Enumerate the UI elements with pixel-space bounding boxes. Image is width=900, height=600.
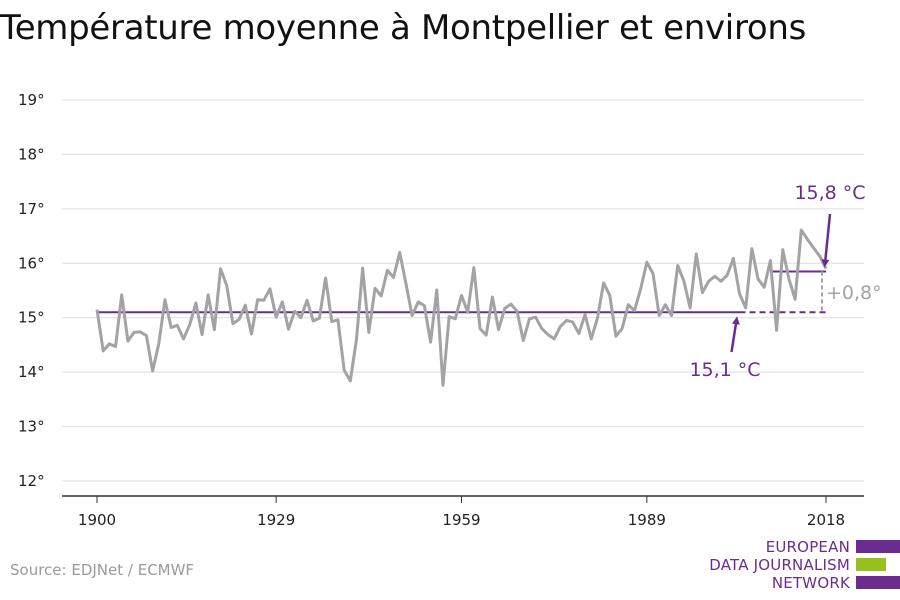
logo-bars	[856, 538, 900, 592]
logo-bar-green	[856, 558, 886, 571]
edjnet-logo[interactable]: EUROPEAN DATA JOURNALISM NETWORK	[709, 538, 900, 592]
past-average-arrow	[730, 316, 740, 353]
source-note: Source: EDJNet / ECMWF	[10, 561, 195, 579]
y-tick-label: 12°	[18, 472, 45, 490]
y-tick-label: 14°	[18, 363, 45, 381]
x-axis: 1900 1929 1959 1989 2018	[62, 495, 864, 529]
y-tick-label: 16°	[18, 254, 45, 272]
annotations: 15,8 °C 15,1 °C +0,8°	[689, 182, 881, 381]
y-tick-label: 15°	[18, 309, 45, 327]
series-line	[95, 228, 828, 387]
recent-average-arrow	[821, 213, 832, 268]
x-tick-label: 2018	[807, 511, 845, 529]
y-tick-label: 13°	[18, 418, 45, 436]
recent-average-label: 15,8 °C	[794, 182, 865, 204]
logo-bar-purple-bottom	[856, 576, 900, 589]
x-tick-label: 1900	[78, 511, 116, 529]
x-tick-label: 1929	[257, 511, 295, 529]
grid-lines	[62, 99, 864, 482]
chart-title: Température moyenne à Montpellier et env…	[0, 8, 807, 48]
x-tick-label: 1989	[628, 511, 666, 529]
logo-line-2: DATA JOURNALISM	[709, 556, 850, 574]
y-axis-tick-labels: 12° 13° 14° 15° 16° 17° 18° 19°	[18, 91, 45, 490]
y-tick-label: 17°	[18, 200, 45, 218]
logo-text: EUROPEAN DATA JOURNALISM NETWORK	[709, 538, 850, 592]
series-layer	[95, 228, 828, 387]
logo-line-1: EUROPEAN	[765, 538, 850, 556]
logo-bar-purple-top	[856, 540, 900, 553]
y-tick-label: 18°	[18, 145, 45, 163]
difference-label: +0,8°	[826, 282, 882, 304]
logo-line-3: NETWORK	[771, 574, 850, 592]
y-tick-label: 19°	[18, 91, 45, 109]
past-average-label: 15,1 °C	[689, 359, 760, 381]
x-tick-label: 1959	[442, 511, 480, 529]
